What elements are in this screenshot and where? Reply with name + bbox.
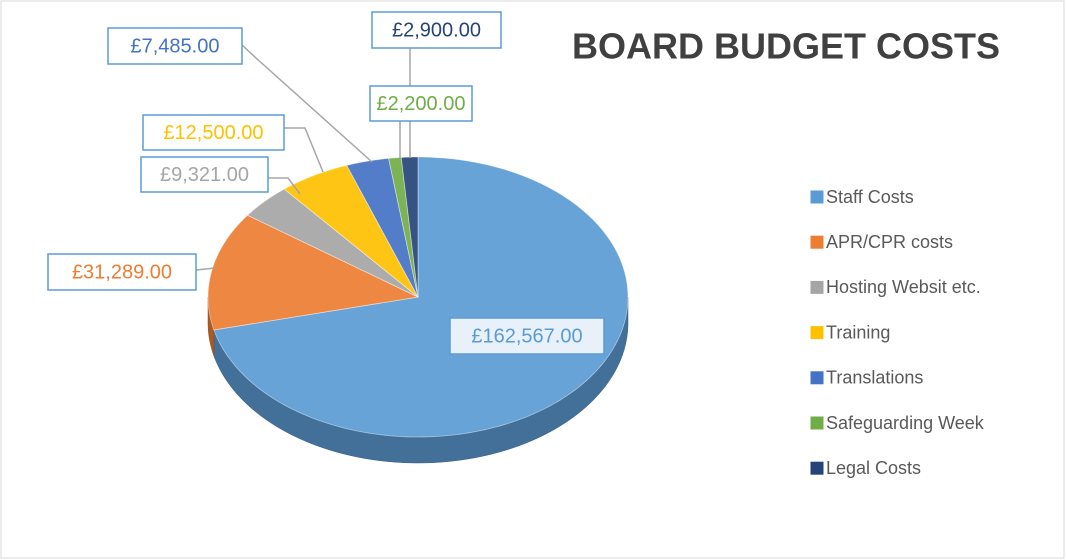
legend-label: Hosting Websit etc.: [826, 277, 981, 297]
data-label-box: [371, 11, 502, 49]
data-label: £12,500.00: [163, 122, 263, 144]
legend-swatch: [809, 370, 825, 386]
legend-label: APR/CPR costs: [826, 232, 953, 252]
legend-label: Translations: [826, 368, 923, 388]
data-label-box: [142, 114, 285, 151]
leader-line: [241, 44, 373, 163]
legend-label: Safeguarding Week: [826, 413, 985, 433]
data-label-box: [47, 253, 197, 291]
data-label-box: [449, 317, 605, 355]
slice: [283, 164, 419, 298]
legend-label: Legal Costs: [826, 458, 921, 478]
data-label-box: [140, 156, 269, 193]
data-label-box: [369, 85, 473, 122]
slice: [213, 156, 629, 438]
legend-label: Training: [826, 322, 890, 342]
legend-swatch: [809, 460, 825, 476]
data-label: £9,321.00: [160, 164, 249, 186]
leader-line: [195, 267, 216, 271]
chart-title: BOARD BUDGET COSTS: [572, 26, 1000, 67]
legend-swatch: [809, 234, 825, 250]
slice: [346, 157, 419, 298]
data-label: £2,900.00: [392, 19, 481, 41]
leader-line: [268, 177, 301, 195]
leader-line: [284, 127, 324, 173]
data-label: £31,289.00: [72, 261, 172, 283]
legend-swatch: [809, 279, 825, 295]
legend-label: Staff Costs: [826, 187, 914, 207]
slice: [246, 188, 419, 298]
data-label: £162,567.00: [471, 325, 582, 347]
legend-swatch: [809, 189, 825, 205]
legend-swatch: [809, 325, 825, 341]
data-label: £7,485.00: [131, 35, 220, 57]
legend-swatch: [809, 415, 825, 431]
data-label-box: [107, 27, 243, 65]
data-label: £2,200.00: [377, 93, 466, 115]
slice: [207, 214, 420, 331]
pie-top: [207, 156, 629, 438]
